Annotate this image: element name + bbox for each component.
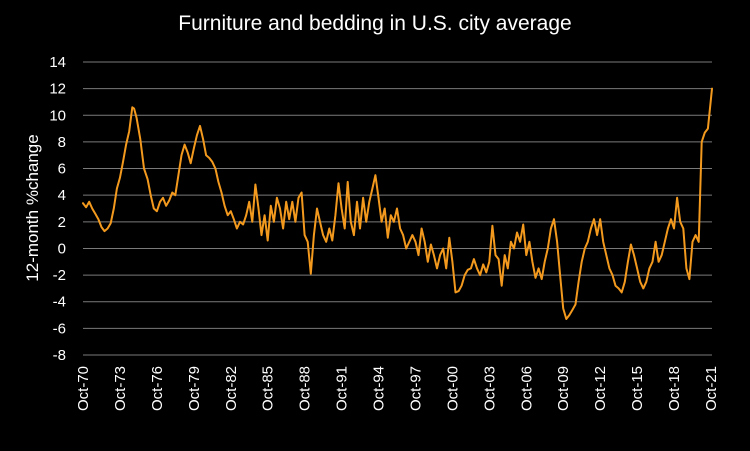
x-axis-ticks: Oct-70 Oct-73 Oct-76 Oct-79 Oct-82 Oct-85 Oct-… (75, 366, 720, 411)
x-tick-label: Oct-91 (334, 366, 351, 411)
y-axis-ticks: -8 -6 -4 -2 0 2 4 6 8 10 12 14 (49, 54, 66, 364)
y-tick-label: 0 (58, 240, 66, 257)
series-line (82, 87, 713, 320)
x-tick-label: Oct-09 (555, 366, 572, 411)
y-tick-label: 8 (58, 134, 66, 151)
y-tick-label: 10 (49, 107, 66, 124)
y-tick-label: -4 (53, 294, 66, 311)
chart-title: Furniture and bedding in U.S. city avera… (178, 12, 571, 35)
gridlines (83, 61, 712, 356)
y-tick-label: 14 (49, 54, 66, 71)
x-tick-label: Oct-21 (703, 366, 720, 411)
x-tick-label: Oct-00 (444, 366, 461, 411)
x-tick-label: Oct-85 (260, 366, 277, 411)
x-tick-label: Oct-18 (666, 366, 683, 411)
x-tick-label: Oct-94 (371, 366, 388, 411)
y-axis-label: 12-month %change (23, 134, 42, 281)
x-tick-label: Oct-15 (629, 366, 646, 411)
x-tick-label: Oct-73 (112, 366, 129, 411)
y-tick-label: -6 (53, 320, 66, 337)
y-tick-label: 2 (58, 214, 66, 231)
x-tick-label: Oct-06 (518, 366, 535, 411)
y-tick-label: 4 (58, 187, 66, 204)
x-tick-label: Oct-12 (592, 366, 609, 411)
plot-area (82, 87, 713, 320)
x-tick-label: Oct-70 (75, 366, 92, 411)
x-tick-label: Oct-03 (481, 366, 498, 411)
x-tick-label: Oct-79 (186, 366, 203, 411)
x-tick-label: Oct-76 (149, 366, 166, 411)
y-tick-label: 6 (58, 161, 66, 178)
y-tick-label: -2 (53, 267, 66, 284)
x-tick-label: Oct-88 (297, 366, 314, 411)
y-tick-label: 12 (49, 81, 66, 98)
x-tick-label: Oct-97 (407, 366, 424, 411)
y-tick-label: -8 (53, 347, 66, 364)
x-tick-label: Oct-82 (223, 366, 240, 411)
